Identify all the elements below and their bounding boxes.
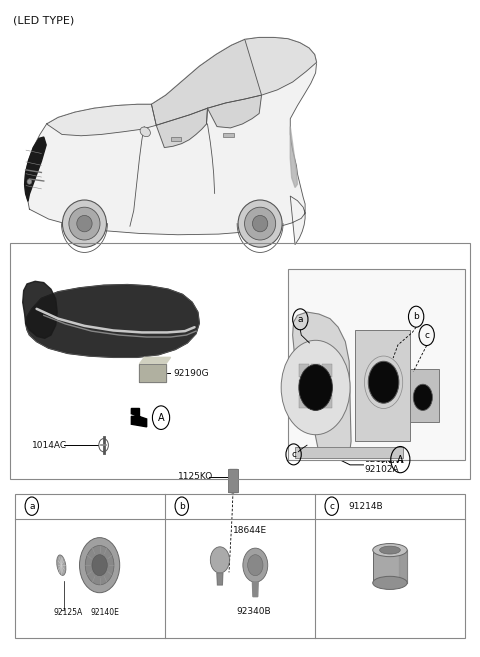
- Ellipse shape: [57, 555, 66, 576]
- Polygon shape: [245, 37, 317, 99]
- Text: VIEW: VIEW: [379, 455, 406, 464]
- Bar: [355, 330, 410, 442]
- Bar: [311, 380, 321, 393]
- Text: a: a: [29, 502, 35, 510]
- Bar: [373, 550, 407, 583]
- Circle shape: [85, 545, 114, 585]
- Bar: [223, 133, 234, 137]
- Polygon shape: [156, 108, 207, 148]
- Ellipse shape: [27, 179, 32, 184]
- Circle shape: [413, 384, 432, 411]
- Text: 91214B: 91214B: [348, 502, 383, 510]
- Polygon shape: [293, 312, 351, 457]
- Bar: [323, 364, 332, 377]
- Text: b: b: [413, 312, 419, 321]
- Ellipse shape: [380, 546, 400, 554]
- Polygon shape: [348, 360, 372, 368]
- Text: A: A: [397, 455, 404, 464]
- Bar: [410, 369, 439, 422]
- Polygon shape: [152, 39, 262, 125]
- Text: (LED TYPE): (LED TYPE): [12, 15, 74, 25]
- Bar: [170, 137, 181, 141]
- Bar: [323, 396, 332, 409]
- Bar: [10, 243, 470, 480]
- Polygon shape: [348, 368, 367, 385]
- Bar: [323, 380, 332, 393]
- Polygon shape: [24, 137, 46, 201]
- Bar: [300, 364, 309, 377]
- Text: 92125A: 92125A: [54, 608, 83, 617]
- Circle shape: [368, 361, 399, 403]
- Ellipse shape: [69, 207, 100, 240]
- Ellipse shape: [238, 200, 282, 247]
- Polygon shape: [140, 364, 166, 382]
- Ellipse shape: [373, 576, 407, 589]
- Text: 92102A: 92102A: [364, 465, 399, 474]
- Text: A: A: [158, 413, 164, 422]
- Circle shape: [248, 555, 263, 576]
- Text: 1125KO: 1125KO: [178, 472, 213, 481]
- Polygon shape: [290, 127, 298, 187]
- Bar: [311, 364, 321, 377]
- Circle shape: [281, 340, 350, 435]
- Polygon shape: [25, 284, 199, 357]
- Text: 92140E: 92140E: [90, 608, 119, 617]
- Text: c: c: [329, 502, 334, 510]
- Text: c: c: [424, 330, 429, 340]
- Text: 92330F: 92330F: [350, 338, 384, 347]
- Circle shape: [243, 548, 268, 582]
- Polygon shape: [23, 281, 57, 338]
- Ellipse shape: [244, 207, 276, 240]
- Ellipse shape: [252, 215, 268, 232]
- Ellipse shape: [140, 127, 150, 137]
- Text: 18644E: 18644E: [233, 526, 267, 535]
- Polygon shape: [367, 360, 372, 385]
- Bar: [288, 269, 465, 460]
- Ellipse shape: [373, 543, 407, 556]
- Text: 92190G: 92190G: [173, 369, 209, 378]
- Text: 1014AC: 1014AC: [32, 441, 67, 449]
- Circle shape: [299, 365, 332, 411]
- Bar: [15, 493, 465, 638]
- Text: a: a: [298, 315, 303, 324]
- Polygon shape: [24, 37, 317, 244]
- Ellipse shape: [62, 200, 107, 247]
- Circle shape: [80, 537, 120, 593]
- Text: 92101A: 92101A: [364, 455, 399, 464]
- Bar: [311, 396, 321, 409]
- Polygon shape: [229, 469, 237, 492]
- Polygon shape: [230, 488, 235, 495]
- Polygon shape: [217, 573, 223, 585]
- Circle shape: [92, 555, 107, 576]
- Ellipse shape: [77, 215, 92, 232]
- Bar: [300, 380, 309, 393]
- Polygon shape: [252, 582, 258, 597]
- Text: 92340B: 92340B: [236, 606, 271, 616]
- Polygon shape: [140, 357, 170, 364]
- Bar: [295, 447, 403, 459]
- Polygon shape: [47, 104, 156, 136]
- Text: c: c: [291, 450, 296, 459]
- Polygon shape: [207, 95, 262, 128]
- Bar: [300, 396, 309, 409]
- Circle shape: [210, 547, 229, 573]
- Polygon shape: [132, 409, 147, 427]
- Polygon shape: [398, 550, 407, 583]
- Text: b: b: [179, 502, 185, 510]
